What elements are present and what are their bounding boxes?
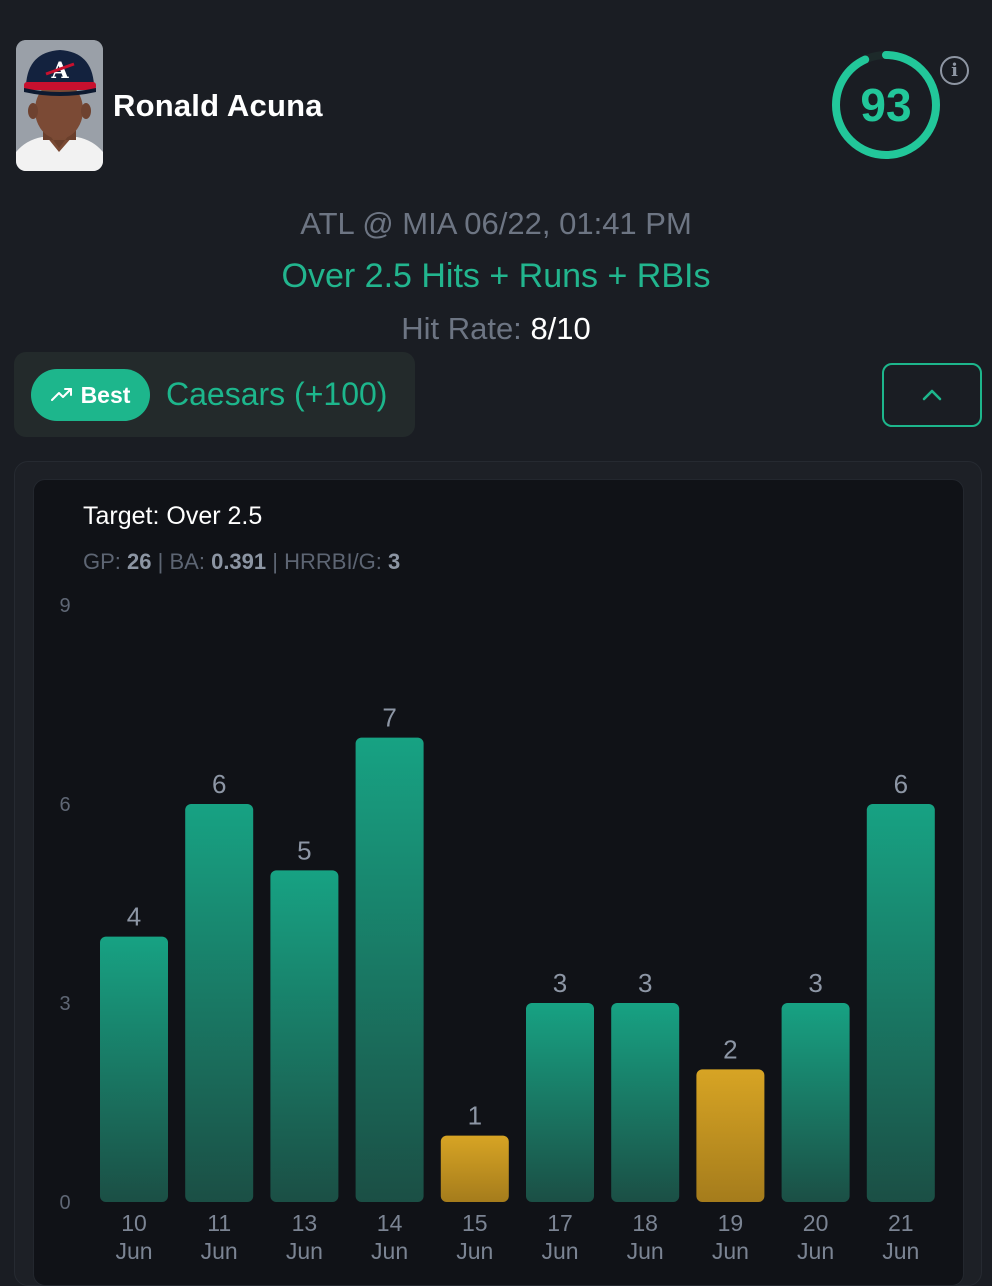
trending-up-icon xyxy=(50,388,72,401)
chart-stats: GP: 26 | BA: 0.391 | HRRBI/G: 3 xyxy=(83,549,400,575)
svg-text:A: A xyxy=(50,58,69,84)
x-tick-label: Jun xyxy=(201,1238,238,1264)
chart-bar xyxy=(526,1003,594,1202)
bar-value-label: 6 xyxy=(212,769,226,799)
chart-bar xyxy=(270,870,339,1202)
player-name: Ronald Acuna xyxy=(113,88,323,123)
chart-bar xyxy=(440,1135,509,1202)
game-matchup: ATL @ MIA 06/22, 01:41 PM xyxy=(300,206,692,241)
bar-value-label: 7 xyxy=(382,703,396,733)
y-tick-label: 0 xyxy=(59,1192,70,1214)
bar-value-label: 6 xyxy=(894,769,908,799)
bar-value-label: 4 xyxy=(127,902,141,932)
confidence-score: 93 xyxy=(860,79,912,131)
x-tick-label: 13 xyxy=(292,1210,318,1236)
chart-bar xyxy=(355,737,424,1202)
x-tick-label: 20 xyxy=(803,1210,829,1236)
x-tick-label: 17 xyxy=(547,1210,573,1236)
hit-rate-label: Hit Rate: xyxy=(401,311,522,346)
x-tick-label: 19 xyxy=(718,1210,744,1236)
x-tick-label: 10 xyxy=(121,1210,147,1236)
x-tick-label: Jun xyxy=(115,1238,152,1264)
hrrbi-value: 3 xyxy=(388,549,401,574)
player-avatar: A xyxy=(16,40,103,171)
chart-bar xyxy=(611,1003,680,1202)
gp-label: GP: xyxy=(83,549,121,574)
collapse-button[interactable] xyxy=(882,363,982,427)
hit-rate: Hit Rate: 8/10 xyxy=(0,311,992,347)
bar-value-label: 1 xyxy=(468,1101,482,1131)
x-tick-label: Jun xyxy=(286,1238,323,1264)
x-tick-label: Jun xyxy=(371,1238,408,1264)
x-tick-label: 15 xyxy=(462,1210,488,1236)
bar-value-label: 2 xyxy=(723,1034,737,1064)
chart-target-label: Target: Over 2.5 xyxy=(83,502,263,530)
x-tick-label: Jun xyxy=(627,1238,664,1264)
x-tick-label: 14 xyxy=(377,1210,403,1236)
chart-bar xyxy=(185,804,254,1202)
stats-separator: | xyxy=(157,549,164,574)
hrrbi-label: HRRBI/G: xyxy=(284,549,382,574)
prop-line: Over 2.5 Hits + Runs + RBIs xyxy=(281,257,711,295)
hit-rate-value: 8/10 xyxy=(530,311,591,346)
sportsbook-odds: Caesars (+100) xyxy=(166,376,388,412)
x-tick-label: 11 xyxy=(207,1210,231,1236)
player-headshot-icon: A xyxy=(16,40,103,171)
bar-value-label: 3 xyxy=(553,968,567,998)
x-tick-label: Jun xyxy=(456,1238,493,1264)
gp-value: 26 xyxy=(127,549,152,574)
bar-value-label: 5 xyxy=(297,835,311,865)
score-ring xyxy=(832,51,940,159)
best-badge-label: Best xyxy=(80,381,131,408)
chart-bar xyxy=(696,1069,765,1202)
x-tick-label: Jun xyxy=(882,1238,919,1264)
info-icon[interactable]: i xyxy=(940,56,969,85)
bar-value-label: 3 xyxy=(638,968,652,998)
ba-value: 0.391 xyxy=(211,549,267,574)
x-tick-label: Jun xyxy=(541,1238,578,1264)
chart-bar xyxy=(100,936,168,1202)
best-badge: Best xyxy=(31,369,150,421)
x-tick-label: Jun xyxy=(797,1238,834,1264)
y-tick-label: 9 xyxy=(59,595,70,617)
chart-bar xyxy=(866,804,935,1202)
y-tick-label: 6 xyxy=(59,794,70,816)
chart-bar xyxy=(781,1003,850,1202)
y-tick-label: 3 xyxy=(59,993,70,1015)
x-tick-label: 18 xyxy=(632,1210,658,1236)
ba-label: BA: xyxy=(169,549,205,574)
chevron-up-icon xyxy=(922,389,942,401)
stats-separator: | xyxy=(272,549,278,574)
bar-value-label: 3 xyxy=(808,968,822,998)
x-tick-label: 21 xyxy=(888,1210,914,1236)
x-tick-label: Jun xyxy=(712,1238,749,1264)
